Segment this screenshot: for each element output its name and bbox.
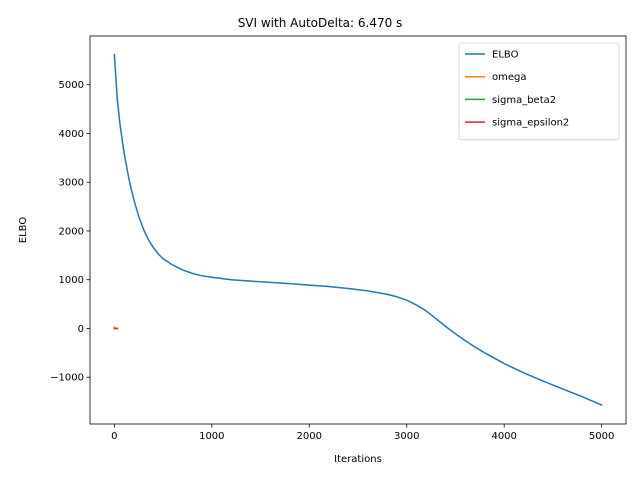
legend-label-sigma-beta2: sigma_beta2 [492,95,556,106]
y-tick-label: 3000 [59,178,84,189]
x-tick-label: 3000 [394,431,419,442]
y-tick-label: 4000 [59,129,84,140]
x-tick-label: 2000 [297,431,322,442]
x-tick-label: 4000 [491,431,516,442]
legend-label-elbo: ELBO [492,50,519,61]
y-tick-label: 1000 [59,275,84,286]
x-tick-label: 5000 [589,431,614,442]
x-axis-label: Iterations [334,454,382,465]
legend: ELBO omega sigma_beta2 sigma_epsilon2 [458,42,620,141]
series-line-elbo [113,53,603,406]
legend-box [458,42,620,141]
chart-title: SVI with AutoDelta: 6.470 s [238,16,403,30]
legend-label-omega: omega [492,72,527,83]
y-tick-label: −1000 [50,373,84,384]
y-axis: −1000 0 1000 2000 3000 4000 5000 [50,80,90,384]
plot-frame [89,35,627,425]
x-axis: 0 1000 2000 3000 4000 5000 [111,424,614,442]
plot-area: 0 1000 2000 3000 4000 5000 −1000 0 1000 2000 3000… [50,35,627,442]
y-tick-label: 2000 [59,226,84,237]
legend-label-sigma-epsilon2: sigma_epsilon2 [492,118,569,129]
y-tick-label: 0 [78,324,84,335]
y-tick-label: 5000 [59,80,84,91]
x-tick-label: 1000 [199,431,224,442]
x-tick-label: 0 [111,431,117,442]
y-axis-label: ELBO [18,217,29,244]
series-layer [113,53,603,406]
